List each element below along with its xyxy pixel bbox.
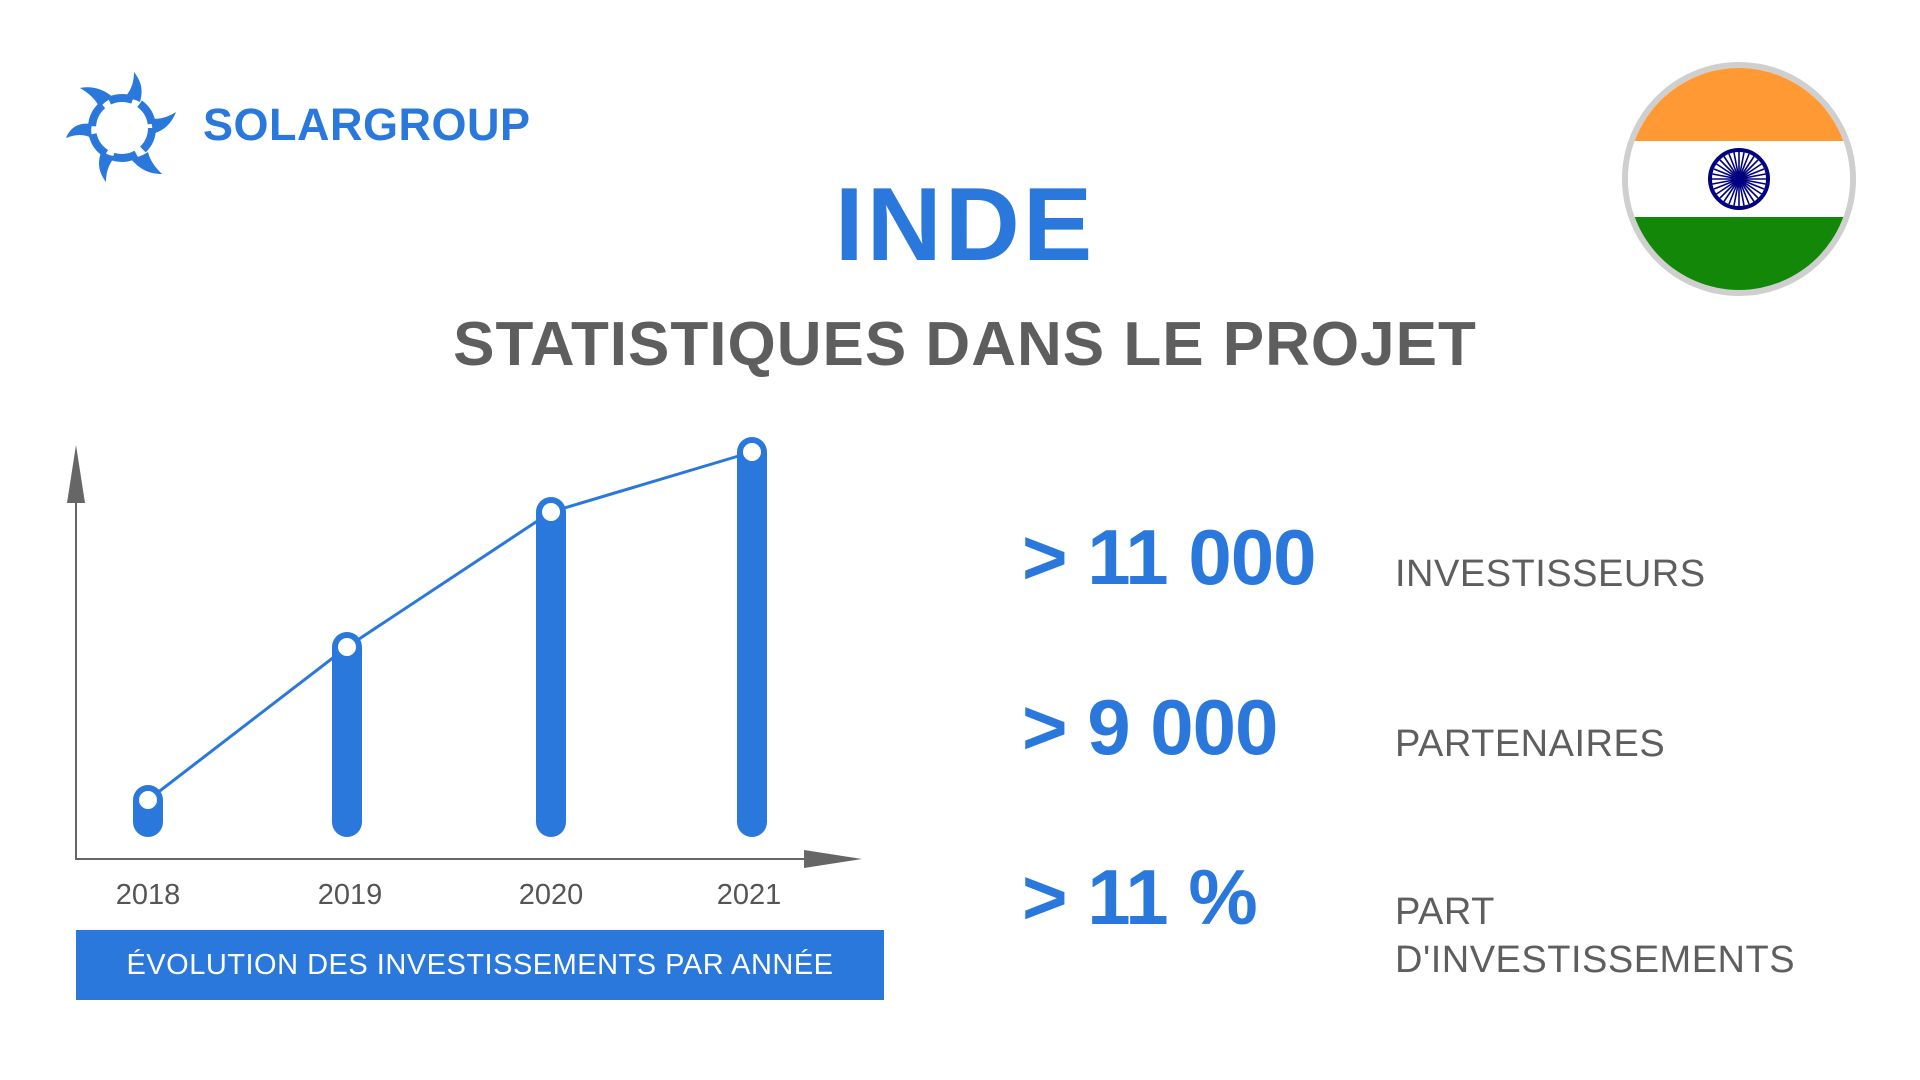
bar-2019 xyxy=(332,632,362,837)
x-axis-arrow-icon xyxy=(804,850,862,868)
y-axis-arrow-icon xyxy=(67,445,85,503)
point-2021 xyxy=(739,439,765,465)
solargroup-logo-text: SOLARGROUP xyxy=(203,99,531,150)
page-subtitle: STATISTIQUES DANS LE PROJET xyxy=(453,310,1477,379)
flag-saffron-band xyxy=(1628,68,1850,142)
solargroup-logo-icon xyxy=(62,72,182,184)
stat-share-label-line2: D'INVESTISSEMENTS xyxy=(1395,939,1796,981)
point-2019 xyxy=(334,634,360,660)
stat-partners-value: > 9 000 xyxy=(1022,683,1278,771)
point-2018 xyxy=(135,787,161,813)
india-flag-icon xyxy=(1622,62,1856,296)
year-label-2021: 2021 xyxy=(716,879,782,911)
bar-2021 xyxy=(737,437,767,837)
stat-share-value: > 11 % xyxy=(1022,853,1258,941)
point-2020 xyxy=(538,499,564,525)
stat-investors-label: INVESTISSEURS xyxy=(1395,553,1706,595)
chart-caption-banner: ÉVOLUTION DES INVESTISSEMENTS PAR ANNÉE xyxy=(76,930,884,1000)
flag-green-band xyxy=(1628,216,1850,290)
year-label-2019: 2019 xyxy=(317,879,383,911)
year-label-2018: 2018 xyxy=(115,879,181,911)
trend-line xyxy=(147,450,753,802)
stat-partners-label: PARTENAIRES xyxy=(1395,723,1666,765)
ashoka-chakra-icon xyxy=(1708,148,1770,210)
year-label-2020: 2020 xyxy=(518,879,584,911)
stat-investors-value: > 11 000 xyxy=(1022,513,1316,601)
stat-share-label-line1: PART xyxy=(1395,891,1495,933)
bar-2020 xyxy=(536,497,566,837)
investment-chart xyxy=(67,437,862,868)
page-title: INDE xyxy=(834,167,1096,283)
